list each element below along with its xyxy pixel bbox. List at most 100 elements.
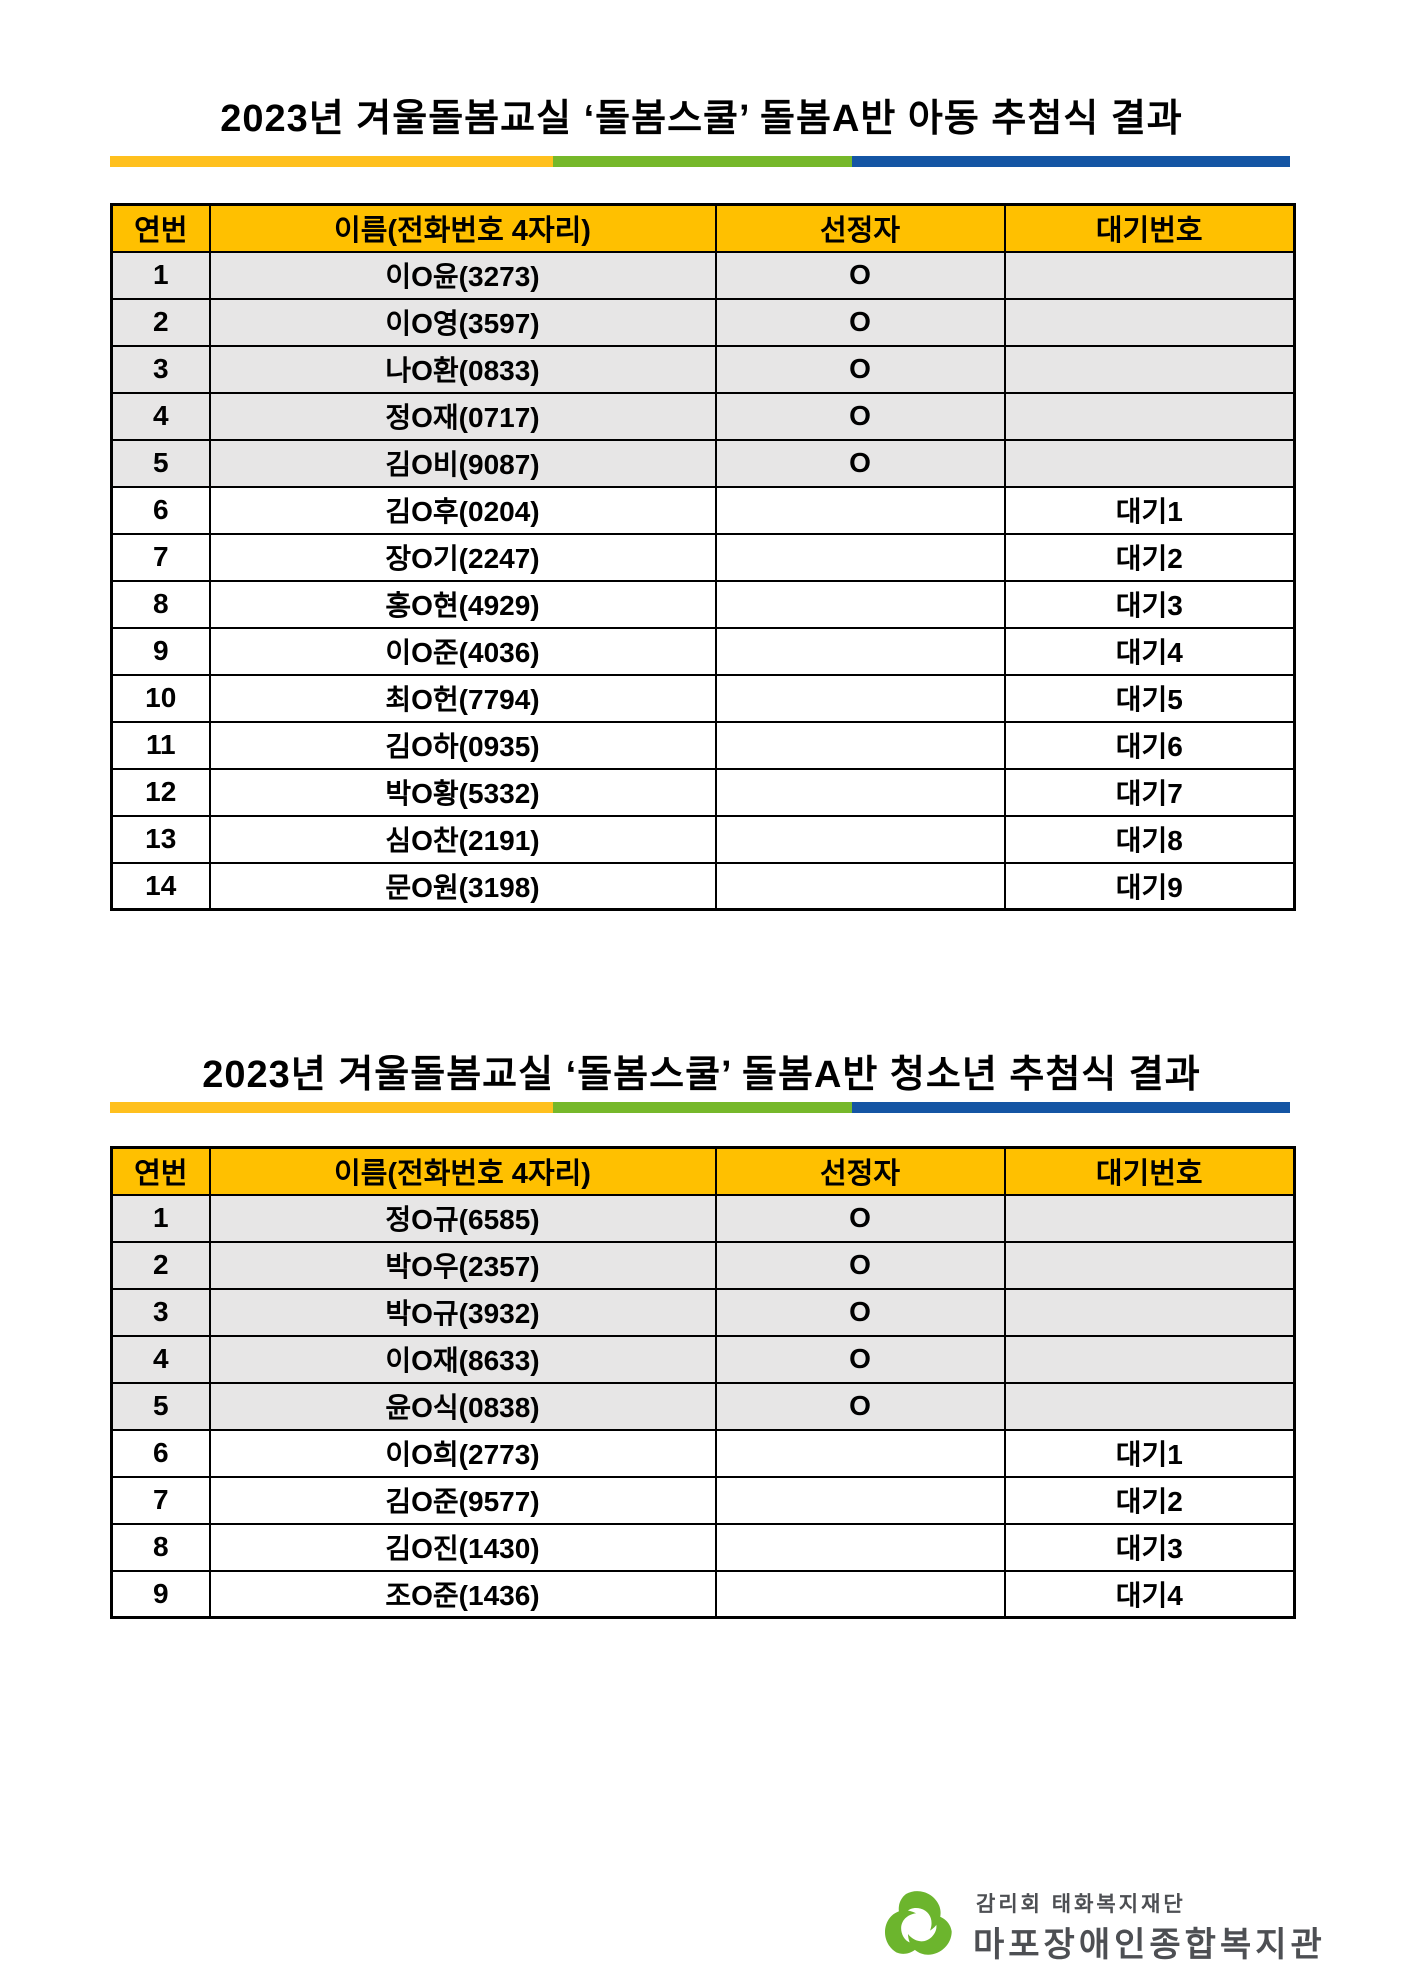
- table-row: 8 김O진(1430) 대기3: [110, 1522, 1296, 1572]
- cell-selected: [714, 673, 1006, 723]
- cell-waitnum: 대기4: [1003, 1569, 1296, 1619]
- table-row: 7 김O준(9577) 대기2: [110, 1475, 1296, 1525]
- table-row: 5 윤O식(0838) O: [110, 1381, 1296, 1431]
- section-title-youth: 2023년 겨울돌봄교실 ‘돌봄스쿨’ 돌봄A반 청소년 추첨식 결과: [202, 1054, 1201, 1097]
- cell-selected: [714, 626, 1006, 676]
- cell-name: 정O규(6585): [208, 1193, 717, 1243]
- table-row: 2 이O영(3597) O: [110, 297, 1296, 347]
- col-header-name: 이름(전화번호 4자리): [208, 203, 717, 253]
- cell-name: 박O규(3932): [208, 1287, 717, 1337]
- cell-selected: [714, 720, 1006, 770]
- cell-waitnum: 대기4: [1003, 626, 1296, 676]
- cell-waitnum: 대기1: [1003, 1428, 1296, 1478]
- cell-name: 홍O현(4929): [208, 579, 717, 629]
- cell-no: 1: [110, 1193, 211, 1243]
- cell-waitnum: 대기9: [1003, 861, 1296, 911]
- cell-name: 김O비(9087): [208, 438, 717, 488]
- cell-selected: [714, 1522, 1006, 1572]
- cell-name: 최O헌(7794): [208, 673, 717, 723]
- cell-selected: O: [714, 344, 1006, 394]
- col-header-selected: 선정자: [714, 1146, 1006, 1196]
- org-name: 마포장애인종합복지관: [973, 1926, 1326, 1964]
- cell-waitnum: 대기7: [1003, 767, 1296, 817]
- cell-no: 1: [110, 250, 211, 300]
- col-header-no: 연번: [110, 1146, 211, 1196]
- table-row: 4 정O재(0717) O: [110, 391, 1296, 441]
- cell-waitnum: [1003, 1334, 1296, 1384]
- cell-waitnum: 대기8: [1003, 814, 1296, 864]
- col-header-selected: 선정자: [714, 203, 1006, 253]
- table-row: 1 정O규(6585) O: [110, 1193, 1296, 1243]
- cell-selected: O: [714, 438, 1006, 488]
- bar-segment-green: [552, 156, 853, 167]
- cell-name: 이O영(3597): [208, 297, 717, 347]
- table-row: 4 이O재(8633) O: [110, 1334, 1296, 1384]
- table-header-row: 연번 이름(전화번호 4자리) 선정자 대기번호: [110, 203, 1296, 253]
- col-header-waitnum: 대기번호: [1003, 1146, 1296, 1196]
- cell-selected: [714, 767, 1006, 817]
- bar-segment-yellow: [110, 1102, 553, 1113]
- cell-no: 2: [110, 1240, 211, 1290]
- cell-selected: [714, 579, 1006, 629]
- cell-no: 14: [110, 861, 211, 911]
- table-row: 2 박O우(2357) O: [110, 1240, 1296, 1290]
- table-row: 1 이O윤(3273) O: [110, 250, 1296, 300]
- samtaegeuk-logo-icon: [878, 1891, 958, 1964]
- table-row: 14 문O원(3198) 대기9: [110, 861, 1296, 911]
- cell-name: 박O우(2357): [208, 1240, 717, 1290]
- cell-no: 9: [110, 1569, 211, 1619]
- cell-selected: [714, 485, 1006, 535]
- table-row: 12 박O황(5332) 대기7: [110, 767, 1296, 817]
- col-header-waitnum: 대기번호: [1003, 203, 1296, 253]
- cell-no: 6: [110, 1428, 211, 1478]
- cell-name: 장O기(2247): [208, 532, 717, 582]
- cell-selected: [714, 1569, 1006, 1619]
- cell-name: 조O준(1436): [208, 1569, 717, 1619]
- table-row: 9 이O준(4036) 대기4: [110, 626, 1296, 676]
- cell-selected: [714, 1475, 1006, 1525]
- cell-no: 10: [110, 673, 211, 723]
- cell-waitnum: [1003, 438, 1296, 488]
- cell-name: 이O재(8633): [208, 1334, 717, 1384]
- cell-name: 김O준(9577): [208, 1475, 717, 1525]
- org-parent-name: 감리회 태화복지재단: [976, 1893, 1186, 1916]
- cell-waitnum: [1003, 1240, 1296, 1290]
- cell-waitnum: [1003, 1381, 1296, 1431]
- cell-waitnum: [1003, 391, 1296, 441]
- results-table-children: 연번 이름(전화번호 4자리) 선정자 대기번호 1 이O윤(3273) O 2 이O영…: [110, 203, 1296, 911]
- results-table-youth: 연번 이름(전화번호 4자리) 선정자 대기번호 1 정O규(6585) O 2 박O우…: [110, 1146, 1296, 1619]
- cell-selected: O: [714, 297, 1006, 347]
- cell-selected: O: [714, 1287, 1006, 1337]
- cell-selected: O: [714, 1193, 1006, 1243]
- cell-no: 5: [110, 438, 211, 488]
- cell-name: 이O희(2773): [208, 1428, 717, 1478]
- cell-selected: O: [714, 1381, 1006, 1431]
- cell-waitnum: 대기6: [1003, 720, 1296, 770]
- cell-selected: [714, 532, 1006, 582]
- cell-no: 8: [110, 1522, 211, 1572]
- bar-segment-blue: [852, 156, 1290, 167]
- table-row: 3 박O규(3932) O: [110, 1287, 1296, 1337]
- cell-no: 3: [110, 344, 211, 394]
- cell-selected: O: [714, 1334, 1006, 1384]
- cell-waitnum: 대기3: [1003, 579, 1296, 629]
- cell-waitnum: 대기5: [1003, 673, 1296, 723]
- cell-no: 11: [110, 720, 211, 770]
- cell-no: 4: [110, 391, 211, 441]
- cell-selected: [714, 814, 1006, 864]
- table-row: 6 이O희(2773) 대기1: [110, 1428, 1296, 1478]
- table-row: 10 최O헌(7794) 대기5: [110, 673, 1296, 723]
- cell-selected: O: [714, 391, 1006, 441]
- table-row: 8 홍O현(4929) 대기3: [110, 579, 1296, 629]
- cell-name: 이O준(4036): [208, 626, 717, 676]
- cell-waitnum: 대기3: [1003, 1522, 1296, 1572]
- cell-name: 심O찬(2191): [208, 814, 717, 864]
- cell-no: 6: [110, 485, 211, 535]
- table-header-row: 연번 이름(전화번호 4자리) 선정자 대기번호: [110, 1146, 1296, 1196]
- bar-segment-green: [552, 1102, 853, 1113]
- cell-name: 이O윤(3273): [208, 250, 717, 300]
- cell-waitnum: 대기1: [1003, 485, 1296, 535]
- bar-segment-blue: [852, 1102, 1290, 1113]
- col-header-no: 연번: [110, 203, 211, 253]
- cell-waitnum: [1003, 1287, 1296, 1337]
